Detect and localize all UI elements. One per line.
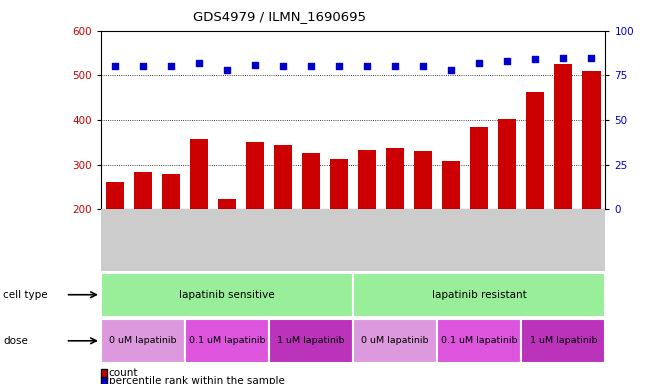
Bar — [353, 273, 605, 317]
Bar — [185, 319, 269, 363]
Bar — [470, 127, 488, 299]
Bar — [106, 182, 124, 299]
Point — [306, 63, 316, 70]
Point — [586, 55, 596, 61]
Point — [474, 60, 484, 66]
Bar — [101, 273, 353, 317]
Bar — [269, 319, 353, 363]
Text: count: count — [109, 368, 138, 378]
Bar — [134, 172, 152, 299]
Bar — [246, 142, 264, 299]
Bar — [330, 159, 348, 299]
Text: 0 uM lapatinib: 0 uM lapatinib — [109, 336, 176, 345]
Text: 1 uM lapatinib: 1 uM lapatinib — [530, 336, 597, 345]
Point — [446, 67, 456, 73]
Point — [390, 63, 400, 70]
Bar — [526, 92, 544, 299]
Bar — [162, 174, 180, 299]
Bar — [582, 71, 600, 299]
Bar — [437, 319, 521, 363]
Bar — [358, 150, 376, 299]
Text: 0.1 uM lapatinib: 0.1 uM lapatinib — [441, 336, 518, 345]
Bar — [218, 199, 236, 299]
Point — [502, 58, 512, 64]
Bar — [101, 319, 185, 363]
Text: GDS4979 / ILMN_1690695: GDS4979 / ILMN_1690695 — [193, 10, 367, 23]
Text: 0 uM lapatinib: 0 uM lapatinib — [361, 336, 429, 345]
Bar — [302, 154, 320, 299]
Bar — [353, 319, 437, 363]
Bar — [498, 119, 516, 299]
Point — [558, 55, 568, 61]
Bar — [554, 64, 572, 299]
Point — [166, 63, 176, 70]
Text: cell type: cell type — [3, 290, 48, 300]
Bar — [442, 161, 460, 299]
Point — [418, 63, 428, 70]
Text: dose: dose — [3, 336, 28, 346]
Bar — [386, 148, 404, 299]
Bar — [274, 146, 292, 299]
Point — [110, 63, 120, 70]
Text: lapatinib sensitive: lapatinib sensitive — [179, 290, 275, 300]
Text: percentile rank within the sample: percentile rank within the sample — [109, 376, 284, 384]
Text: 1 uM lapatinib: 1 uM lapatinib — [277, 336, 345, 345]
Point — [222, 67, 232, 73]
Point — [138, 63, 148, 70]
Point — [250, 61, 260, 68]
Bar — [414, 151, 432, 299]
Point — [530, 56, 540, 62]
Text: 0.1 uM lapatinib: 0.1 uM lapatinib — [189, 336, 266, 345]
Bar — [521, 319, 605, 363]
Point — [278, 63, 288, 70]
Point — [194, 60, 204, 66]
Point — [334, 63, 344, 70]
Bar — [190, 139, 208, 299]
Text: lapatinib resistant: lapatinib resistant — [432, 290, 527, 300]
Point — [362, 63, 372, 70]
